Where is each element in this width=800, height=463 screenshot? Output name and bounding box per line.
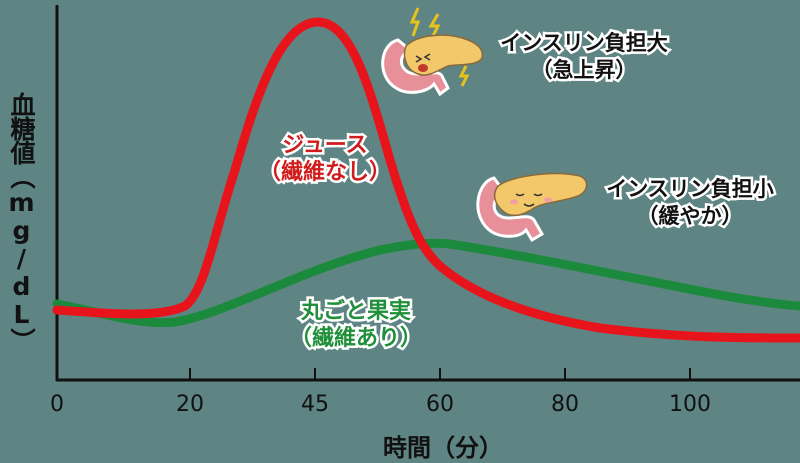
x-axis-label: 時間（分） — [383, 434, 503, 462]
fruit-annotation: 丸ごと果実 （繊維あり） — [276, 297, 436, 354]
juice-label-line1: ジュース — [280, 131, 370, 161]
juice-curve — [52, 17, 800, 343]
high-insulin-annotation: インスリン負担大 （急上昇） — [484, 29, 684, 85]
high-insulin-line1: インスリン負担大 — [498, 29, 671, 58]
fruit-label-line1: 丸ごと果実 — [298, 297, 413, 327]
x-tick-0: 0 — [50, 392, 64, 417]
juice-label-line2: （繊維なし） — [256, 158, 393, 188]
high-insulin-line2: （急上昇） — [529, 56, 639, 85]
stressed-pancreas-icon — [381, 7, 484, 97]
calm-pancreas-icon — [476, 172, 588, 243]
x-tick-45: 45 — [301, 392, 329, 417]
low-insulin-line2: （緩やか） — [635, 202, 745, 231]
y-axis-label: 血糖値（mg/dL） — [7, 92, 36, 352]
x-tick-marks — [189, 368, 691, 380]
fruit-curve — [52, 238, 800, 328]
fruit-label-line2: （繊維あり） — [287, 324, 424, 354]
x-tick-100: 100 — [669, 392, 711, 417]
low-insulin-annotation: インスリン負担小 （緩やか） — [590, 175, 790, 231]
x-tick-60: 60 — [426, 392, 454, 417]
x-tick-80: 80 — [551, 392, 579, 417]
juice-annotation: ジュース （繊維なし） — [250, 131, 400, 188]
low-insulin-line1: インスリン負担小 — [604, 175, 777, 204]
x-tick-20: 20 — [176, 392, 204, 417]
